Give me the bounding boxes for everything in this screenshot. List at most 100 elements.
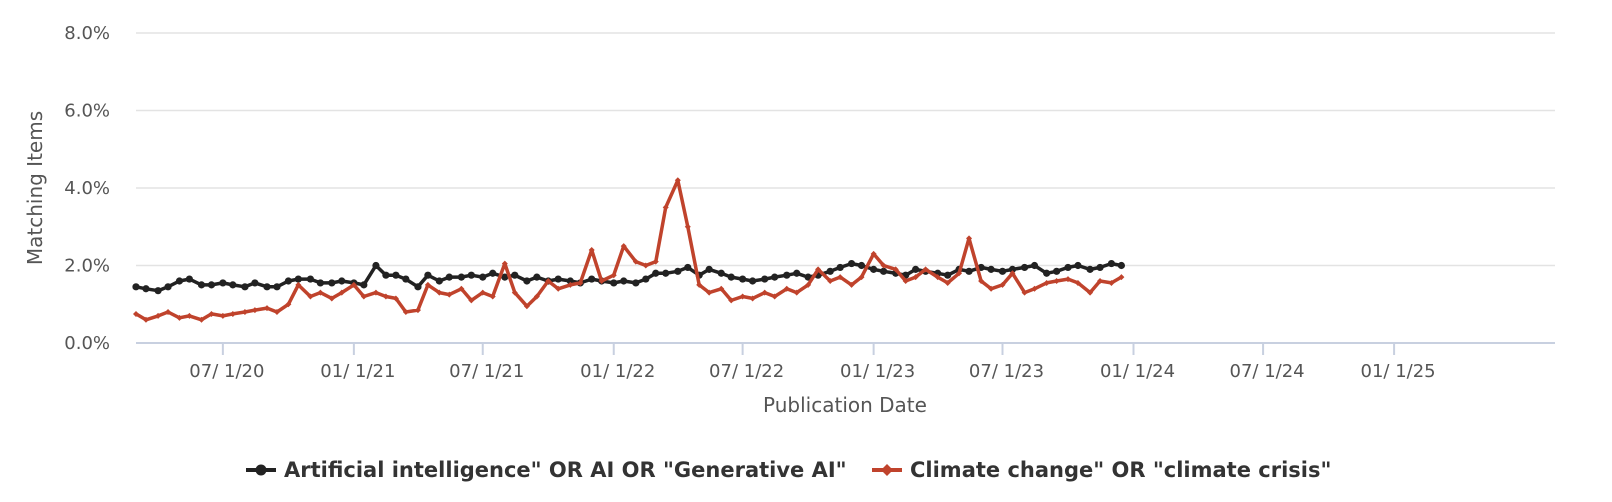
data-point[interactable]: [219, 279, 227, 287]
data-point[interactable]: [414, 307, 421, 314]
data-point[interactable]: [912, 274, 919, 281]
data-point[interactable]: [922, 266, 929, 273]
data-point[interactable]: [705, 265, 713, 273]
data-point[interactable]: [987, 265, 995, 273]
data-point[interactable]: [185, 275, 193, 283]
data-point[interactable]: [402, 275, 410, 283]
data-point[interactable]: [479, 289, 486, 296]
data-point[interactable]: [793, 289, 800, 296]
data-point[interactable]: [1107, 259, 1116, 268]
data-point[interactable]: [706, 289, 713, 296]
data-point[interactable]: [870, 250, 877, 257]
data-point[interactable]: [316, 279, 325, 287]
data-point[interactable]: [610, 272, 617, 279]
data-point[interactable]: [783, 285, 790, 292]
data-point[interactable]: [142, 316, 149, 323]
data-point[interactable]: [295, 281, 302, 288]
data-point[interactable]: [175, 277, 184, 285]
data-point[interactable]: [317, 289, 324, 296]
data-point[interactable]: [966, 235, 973, 242]
data-point[interactable]: [392, 295, 399, 302]
data-point[interactable]: [155, 312, 162, 319]
data-point[interactable]: [1097, 278, 1104, 284]
data-point[interactable]: [338, 277, 346, 285]
data-point[interactable]: [588, 275, 596, 283]
data-point[interactable]: [1030, 261, 1039, 270]
data-point[interactable]: [662, 204, 669, 211]
data-point[interactable]: [739, 293, 746, 300]
data-point[interactable]: [577, 279, 584, 286]
data-point[interactable]: [164, 283, 172, 291]
data-point[interactable]: [1043, 279, 1050, 286]
data-point[interactable]: [934, 274, 941, 281]
data-point[interactable]: [1043, 269, 1051, 277]
data-point[interactable]: [858, 274, 865, 281]
data-point[interactable]: [307, 293, 314, 300]
data-point[interactable]: [717, 269, 725, 277]
data-point[interactable]: [674, 267, 682, 275]
legend-item-climate[interactable]: Climate change" OR "climate crisis": [872, 458, 1331, 482]
data-point[interactable]: [892, 266, 899, 273]
data-point[interactable]: [880, 262, 887, 269]
data-point[interactable]: [219, 312, 226, 319]
data-point[interactable]: [1009, 270, 1016, 277]
data-point[interactable]: [761, 275, 769, 283]
data-point[interactable]: [805, 281, 812, 288]
data-point[interactable]: [620, 243, 627, 250]
data-point[interactable]: [414, 283, 422, 291]
data-point[interactable]: [176, 314, 183, 321]
data-point[interactable]: [306, 275, 315, 283]
data-point[interactable]: [489, 293, 496, 300]
data-point[interactable]: [684, 263, 692, 272]
data-point[interactable]: [588, 247, 595, 253]
data-point[interactable]: [826, 267, 834, 275]
data-point[interactable]: [436, 289, 443, 296]
data-point[interactable]: [132, 283, 140, 291]
data-point[interactable]: [446, 291, 453, 298]
data-point[interactable]: [285, 301, 292, 308]
data-point[interactable]: [847, 259, 856, 268]
data-point[interactable]: [1117, 261, 1125, 270]
data-point[interactable]: [988, 285, 995, 292]
data-point[interactable]: [555, 285, 562, 292]
data-point[interactable]: [186, 312, 193, 319]
data-point[interactable]: [728, 297, 735, 304]
data-point[interactable]: [642, 262, 649, 269]
data-point[interactable]: [458, 285, 465, 292]
data-point[interactable]: [273, 283, 281, 291]
data-point[interactable]: [1064, 276, 1071, 283]
data-point[interactable]: [350, 281, 357, 288]
data-point[interactable]: [902, 278, 909, 284]
data-point[interactable]: [284, 277, 292, 285]
data-point[interactable]: [154, 287, 162, 295]
data-point[interactable]: [1074, 261, 1082, 270]
data-point[interactable]: [208, 310, 215, 317]
data-point[interactable]: [652, 269, 660, 277]
data-point[interactable]: [748, 277, 757, 285]
data-point[interactable]: [1118, 274, 1125, 281]
data-point[interactable]: [1021, 289, 1028, 296]
data-point[interactable]: [142, 285, 150, 293]
data-point[interactable]: [435, 277, 443, 285]
data-point[interactable]: [610, 279, 618, 287]
data-point[interactable]: [479, 273, 487, 281]
data-point[interactable]: [598, 278, 605, 284]
data-point[interactable]: [229, 310, 236, 317]
data-point[interactable]: [727, 273, 735, 281]
data-point[interactable]: [642, 275, 650, 283]
data-point[interactable]: [489, 269, 497, 277]
data-point[interactable]: [382, 271, 390, 279]
data-point[interactable]: [360, 293, 367, 300]
data-point[interactable]: [1064, 263, 1072, 272]
data-point[interactable]: [999, 281, 1006, 288]
data-point[interactable]: [533, 293, 540, 300]
data-point[interactable]: [445, 273, 453, 281]
data-point[interactable]: [956, 270, 963, 277]
data-point[interactable]: [273, 309, 280, 315]
data-point[interactable]: [857, 261, 866, 270]
data-point[interactable]: [501, 273, 509, 281]
data-point[interactable]: [749, 295, 756, 302]
data-point[interactable]: [912, 265, 920, 273]
data-point[interactable]: [652, 258, 659, 265]
data-point[interactable]: [662, 269, 670, 277]
